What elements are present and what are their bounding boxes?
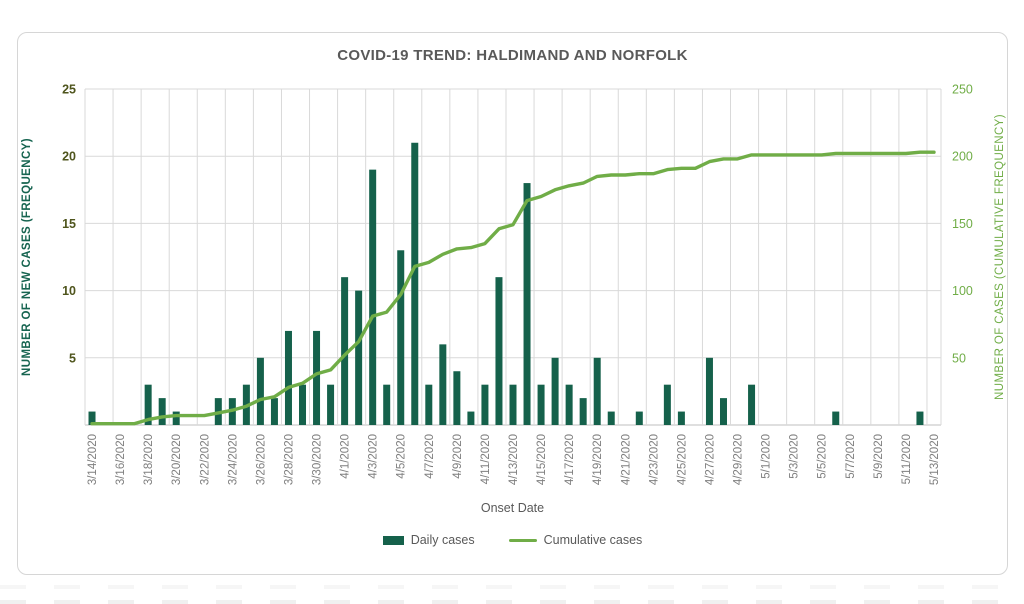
daily-cases-bar <box>832 411 840 425</box>
left-axis-tick-label: 15 <box>62 217 76 231</box>
x-axis-tick-label: 4/25/2020 <box>676 434 688 485</box>
x-axis-tick-label: 4/9/2020 <box>452 434 464 479</box>
daily-cases-bar <box>579 398 587 425</box>
daily-cases-bar <box>509 384 517 425</box>
right-axis-tick-label: 250 <box>952 83 973 97</box>
legend-item-daily-cases[interactable]: Daily cases <box>382 533 475 547</box>
cumulative-cases-line <box>90 150 936 426</box>
x-axis-tick-label: 4/27/2020 <box>704 434 716 485</box>
x-axis-tick-label: 3/18/2020 <box>143 434 155 485</box>
daily-cases-bar <box>284 330 292 425</box>
daily-cases-bar <box>748 384 756 425</box>
chart-legend: Daily cases Cumulative cases <box>18 533 1007 547</box>
daily-cases-bar <box>158 398 166 425</box>
x-axis-tick-label: 5/1/2020 <box>761 434 773 479</box>
x-axis-tick-label: 3/22/2020 <box>199 434 211 485</box>
daily-cases-bar <box>383 384 391 425</box>
daily-cases-bar <box>270 398 278 425</box>
right-axis-tick-label: 150 <box>952 217 973 231</box>
x-axis-tick-label: 4/11/2020 <box>480 434 492 484</box>
right-axis-tick-label: 100 <box>952 284 973 298</box>
x-axis-tick-label: 4/3/2020 <box>368 434 380 479</box>
daily-cases-bar <box>565 384 573 425</box>
daily-cases-swatch-icon <box>382 535 404 545</box>
right-axis-tick-label: 50 <box>952 351 966 365</box>
x-axis-tick-label: 4/13/2020 <box>508 434 520 485</box>
chart-card[interactable]: COVID-19 TREND: HALDIMAND AND NORFOLK NU… <box>17 32 1008 575</box>
x-axis-tick-label: 4/1/2020 <box>340 434 352 479</box>
x-axis-tick-label: 3/24/2020 <box>227 434 239 485</box>
x-axis-tick-label: 5/5/2020 <box>817 434 829 479</box>
left-axis-tick-label: 20 <box>62 150 76 164</box>
x-axis-tick-label: 5/9/2020 <box>873 434 885 479</box>
x-axis-tick-label: 4/23/2020 <box>648 434 660 485</box>
daily-cases-bar <box>411 142 419 425</box>
daily-cases-bar <box>593 357 601 425</box>
daily-cases-bar <box>677 411 685 425</box>
left-axis-tick-label: 10 <box>62 284 76 298</box>
daily-cases-bar <box>467 411 475 425</box>
daily-cases-bar <box>172 411 180 425</box>
daily-cases-bar <box>495 277 503 425</box>
daily-cases-bar <box>327 384 335 425</box>
x-axis-title: Onset Date <box>480 501 545 515</box>
legend-item-cumulative-cases[interactable]: Cumulative cases <box>508 533 643 547</box>
legend-label-cumulative: Cumulative cases <box>543 533 643 547</box>
daily-cases-bar <box>369 169 377 425</box>
daily-cases-bar <box>88 411 96 425</box>
daily-cases-bar <box>439 344 447 425</box>
x-axis-tick-label: 4/17/2020 <box>564 434 576 485</box>
x-axis-tick-label: 4/29/2020 <box>733 434 745 485</box>
cumulative-cases-line-icon <box>508 538 537 542</box>
x-axis-tick-label: 3/20/2020 <box>171 434 183 485</box>
x-axis-tick-label: 4/5/2020 <box>396 434 408 479</box>
chart-plot-svg: 25 20 15 10 5 250 200 150 100 50 3/14/2020 3/16/202… <box>62 83 973 486</box>
daily-cases-bar <box>355 290 363 425</box>
chart-title: COVID-19 TREND: HALDIMAND AND NORFOLK <box>337 47 688 64</box>
daily-cases-bar <box>313 330 321 425</box>
ghost-spreadsheet-row <box>0 585 1024 589</box>
daily-cases-bar <box>551 357 559 425</box>
daily-cases-bar <box>453 371 461 425</box>
left-axis-tick-label: 5 <box>69 351 76 365</box>
ghost-spreadsheet-row <box>0 600 1024 604</box>
daily-cases-bar <box>341 277 349 425</box>
daily-cases-bar <box>916 411 924 425</box>
legend-label-daily: Daily cases <box>410 533 475 547</box>
daily-cases-bar <box>719 398 727 425</box>
x-axis-tick-label: 3/28/2020 <box>283 434 295 485</box>
daily-cases-bar <box>481 384 489 425</box>
right-axis-tick-label: 200 <box>952 150 973 164</box>
x-axis-tick-label: 5/11/2020 <box>901 434 913 484</box>
x-axis-tick-label: 3/30/2020 <box>312 434 324 485</box>
x-axis-tick-label: 3/14/2020 <box>87 434 99 485</box>
daily-cases-bar <box>425 384 433 425</box>
x-axis-tick-label: 4/21/2020 <box>620 434 632 485</box>
daily-cases-bar <box>705 357 713 425</box>
daily-cases-bar <box>537 384 545 425</box>
x-axis-tick-label: 4/19/2020 <box>592 434 604 485</box>
daily-cases-bar <box>523 183 531 425</box>
x-axis-tick-label: 4/7/2020 <box>424 434 436 479</box>
daily-cases-bar <box>635 411 643 425</box>
x-axis-tick-label: 5/3/2020 <box>789 434 801 479</box>
daily-cases-bar <box>607 411 615 425</box>
daily-cases-bar <box>663 384 671 425</box>
x-axis-tick-label: 5/13/2020 <box>929 434 941 485</box>
left-axis-tick-label: 25 <box>62 83 76 97</box>
daily-cases-bar <box>256 357 264 425</box>
x-axis-tick-label: 3/16/2020 <box>115 434 127 485</box>
daily-cases-bar <box>299 384 307 425</box>
x-axis-tick-label: 5/7/2020 <box>845 434 857 479</box>
x-axis-tick-label: 3/26/2020 <box>255 434 267 485</box>
x-axis-tick-label: 4/15/2020 <box>536 434 548 485</box>
daily-cases-bar <box>144 384 152 425</box>
daily-cases-bar <box>397 250 405 425</box>
